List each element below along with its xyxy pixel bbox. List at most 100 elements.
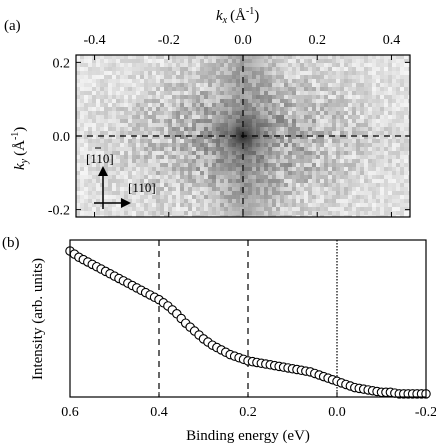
heatmap-pixel <box>372 119 376 123</box>
heatmap-pixel <box>168 203 172 207</box>
heatmap-pixel <box>316 171 320 175</box>
heatmap-pixel <box>392 99 396 103</box>
heatmap-pixel <box>292 123 296 127</box>
heatmap-pixel <box>328 111 332 115</box>
heatmap-pixel <box>116 83 120 87</box>
heatmap-pixel <box>332 75 336 79</box>
heatmap-pixel <box>156 159 160 163</box>
heatmap-pixel <box>336 147 340 151</box>
heatmap-pixel <box>312 171 316 175</box>
heatmap-pixel <box>124 171 128 175</box>
heatmap-pixel <box>188 83 192 87</box>
heatmap-pixel <box>100 59 104 63</box>
heatmap-pixel <box>392 131 396 135</box>
heatmap-pixel <box>360 55 364 59</box>
heatmap-pixel <box>176 187 180 191</box>
heatmap-pixel <box>148 155 152 159</box>
heatmap-pixel <box>308 143 312 147</box>
heatmap-pixel <box>88 83 92 87</box>
heatmap-pixel <box>140 211 144 215</box>
heatmap-pixel <box>316 59 320 63</box>
heatmap-pixel <box>404 107 408 111</box>
heatmap-pixel <box>144 103 148 107</box>
heatmap-pixel <box>352 75 356 79</box>
heatmap-pixel <box>108 151 112 155</box>
heatmap-pixel <box>316 187 320 191</box>
heatmap-pixel <box>112 67 116 71</box>
heatmap-pixel <box>332 151 336 155</box>
heatmap-pixel <box>188 175 192 179</box>
heatmap-pixel <box>368 99 372 103</box>
heatmap-pixel <box>184 151 188 155</box>
heatmap-pixel <box>156 55 160 59</box>
heatmap-pixel <box>144 195 148 199</box>
heatmap-pixel <box>380 115 384 119</box>
heatmap-pixel <box>328 107 332 111</box>
heatmap-pixel <box>308 207 312 211</box>
heatmap-pixel <box>184 123 188 127</box>
heatmap-pixel <box>316 123 320 127</box>
heatmap-pixel <box>392 71 396 75</box>
heatmap-pixel <box>312 107 316 111</box>
heatmap-pixel <box>144 167 148 171</box>
heatmap-pixel <box>176 179 180 183</box>
heatmap-pixel <box>180 199 184 203</box>
heatmap-pixel <box>128 103 132 107</box>
heatmap-pixel <box>100 175 104 179</box>
heatmap-pixel <box>84 207 88 211</box>
heatmap-pixel <box>384 111 388 115</box>
heatmap-pixel <box>380 163 384 167</box>
heatmap-pixel <box>404 199 408 203</box>
heatmap-pixel <box>132 59 136 63</box>
heatmap-pixel <box>92 103 96 107</box>
heatmap-pixel <box>400 127 404 131</box>
heatmap-pixel <box>196 195 200 199</box>
heatmap-pixel <box>396 147 400 151</box>
heatmap-pixel <box>376 59 380 63</box>
heatmap-pixel <box>132 103 136 107</box>
heatmap-pixel <box>392 175 396 179</box>
heatmap-pixel <box>116 199 120 203</box>
heatmap-pixel <box>300 71 304 75</box>
heatmap-pixel <box>120 151 124 155</box>
heatmap-pixel <box>400 159 404 163</box>
heatmap-pixel <box>344 171 348 175</box>
heatmap-pixel <box>76 207 80 211</box>
heatmap-pixel <box>352 79 356 83</box>
heatmap-pixel <box>372 55 376 59</box>
heatmap-pixel <box>120 167 124 171</box>
heatmap-pixel <box>300 135 304 139</box>
heatmap-pixel <box>340 91 344 95</box>
heatmap-pixel <box>96 143 100 147</box>
heatmap-pixel <box>292 155 296 159</box>
heatmap-pixel <box>76 67 80 71</box>
heatmap-pixel <box>324 159 328 163</box>
heatmap-pixel <box>368 207 372 211</box>
heatmap-pixel <box>128 187 132 191</box>
heatmap-pixel <box>352 87 356 91</box>
heatmap-pixel <box>160 203 164 207</box>
heatmap-pixel <box>112 147 116 151</box>
heatmap-pixel <box>172 211 176 215</box>
heatmap-pixel <box>168 83 172 87</box>
heatmap-pixel <box>180 143 184 147</box>
heatmap-pixel <box>336 207 340 211</box>
heatmap-pixel <box>88 203 92 207</box>
heatmap-pixel <box>164 167 168 171</box>
heatmap-pixel <box>144 91 148 95</box>
heatmap-pixel <box>140 107 144 111</box>
heatmap-pixel <box>372 215 376 217</box>
heatmap-pixel <box>84 195 88 199</box>
heatmap-pixel <box>328 119 332 123</box>
heatmap-pixel <box>120 119 124 123</box>
heatmap-pixel <box>96 115 100 119</box>
heatmap-pixel <box>320 191 324 195</box>
heatmap-pixel <box>328 159 332 163</box>
heatmap-pixel <box>108 55 112 59</box>
heatmap-pixel <box>92 179 96 183</box>
heatmap-pixel <box>392 171 396 175</box>
heatmap-pixel <box>308 59 312 63</box>
heatmap-pixel <box>292 211 296 215</box>
heatmap-pixel <box>352 155 356 159</box>
heatmap-pixel <box>168 115 172 119</box>
